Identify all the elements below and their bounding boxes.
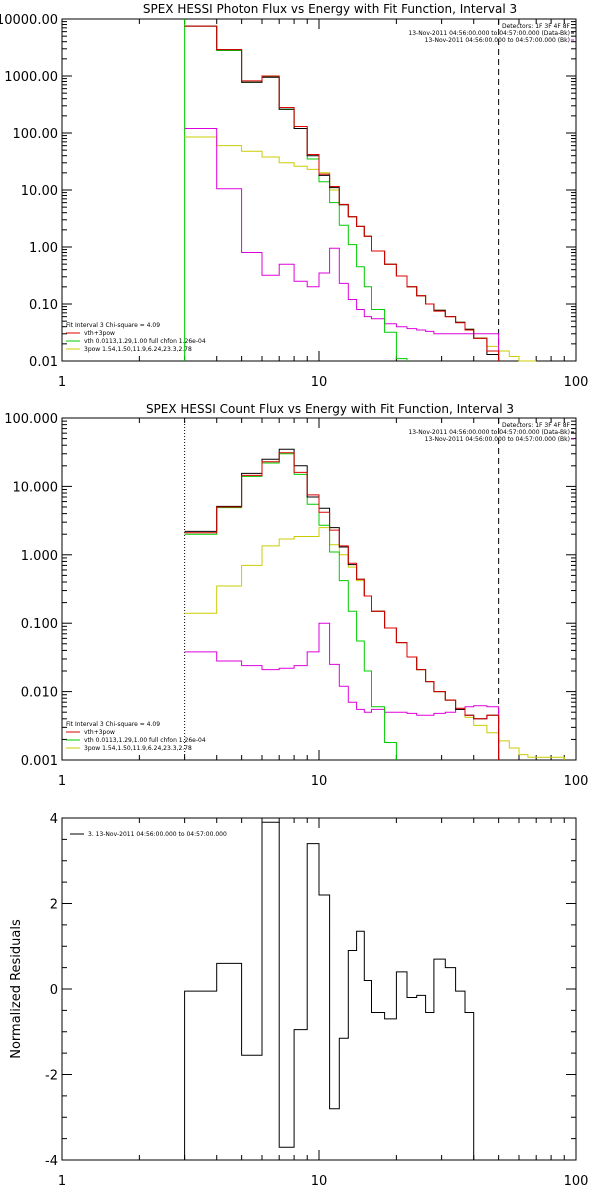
header-line: 13-Nov-2011 04:56:00.000 to 04:57:00.000…: [408, 30, 570, 37]
x-tick-label: 100: [564, 375, 589, 390]
y-tick-label: 0.01: [29, 355, 58, 370]
header-line: 13-Nov-2011 04:56:00.000 to 04:57:00.000…: [425, 436, 570, 443]
y-tick-label: 0: [50, 983, 58, 998]
legend-entry: Fit Interval 3 Chi-square = 4.09: [66, 721, 160, 728]
y-tick-label: 100.00: [13, 127, 59, 142]
series-data-line: [184, 821, 475, 1160]
x-tick-label: 100: [564, 774, 589, 789]
y-tick-label: 0.001: [21, 754, 58, 769]
header-line: Detectors: 1F 3F 4F 8F: [502, 23, 571, 30]
y-tick-label: 0.010: [21, 686, 58, 701]
y-tick-label: 2: [50, 898, 58, 913]
legend-entry: Fit Interval 3 Chi-square = 4.09: [66, 322, 160, 329]
residuals-ylabel: Normalized Residuals: [9, 919, 24, 1059]
series-background-line: [184, 622, 500, 760]
x-tick-label: 1: [58, 1174, 66, 1189]
legend-entry: vth+3pow: [84, 330, 115, 337]
x-tick-label: 10: [311, 1174, 328, 1189]
header-line: 13-Nov-2011 04:56:00.000 to 04:57:00.000…: [425, 37, 570, 44]
legend-entry: 3pow 1.54,1.50,11.9,6.24,23.3,2.78: [84, 346, 192, 353]
y-tick-label: 1.00: [29, 241, 58, 256]
x-tick-label: 1: [58, 774, 66, 789]
photon-flux-panel: SPEX HESSI Photon Flux vs Energy with Fi…: [0, 2, 588, 390]
y-tick-label: 10.000: [13, 480, 59, 495]
x-tick-label: 1: [58, 375, 66, 390]
series-powerlaw-line: [184, 527, 565, 760]
legend-entry: vth+3pow: [84, 729, 115, 736]
count-flux-title: SPEX HESSI Count Flux vs Energy with Fit…: [146, 402, 514, 416]
residuals-panel: Normalized Residuals 1 10 100 4 2 0 -2 -4 3. 13-…: [9, 812, 588, 1189]
x-tick-label: 10: [311, 375, 328, 390]
x-tick-label: 100: [564, 1174, 589, 1189]
x-tick-label: 10: [311, 774, 328, 789]
legend-entry: vth 0.0113,1.29,1.00 full chfon 1.26e-04: [84, 338, 206, 345]
header-line: 13-Nov-2011 04:56:00.000 to 04:57:00.000…: [408, 429, 570, 436]
count-flux-panel: SPEX HESSI Count Flux vs Energy with Fit…: [4, 402, 588, 789]
y-tick-label: 4: [50, 812, 58, 827]
y-tick-label: 10000.00: [0, 13, 58, 28]
y-tick-label: 0.10: [29, 298, 58, 313]
y-tick-label: 0.100: [21, 617, 58, 632]
series-background-line: [184, 128, 500, 361]
series-thermal-line: [184, 25, 408, 361]
y-tick-label: -4: [45, 1154, 58, 1169]
series-total-line: [184, 452, 500, 760]
series-total-line: [184, 25, 500, 361]
y-tick-label: 1000.00: [4, 70, 58, 85]
y-tick-label: 10.00: [21, 184, 58, 199]
legend-entry: 3pow 1.54,1.50,11.9,6.24,23.3,2.78: [84, 745, 192, 752]
y-tick-label: 1.000: [21, 549, 58, 564]
y-tick-label: 100.000: [4, 412, 58, 427]
series-data-line: [184, 448, 500, 760]
y-tick-label: -2: [45, 1069, 58, 1084]
series-data-line: [184, 25, 500, 361]
series-powerlaw-line: [184, 136, 537, 362]
legend-entry: 3. 13-Nov-2011 04:56:00.000 to 04:57:00.…: [88, 831, 227, 838]
legend-entry: vth 0.0113,1.29,1.00 full chfon 1.26e-04: [84, 737, 206, 744]
photon-flux-title: SPEX HESSI Photon Flux vs Energy with Fi…: [143, 2, 517, 16]
header-line: Detectors: 1F 3F 4F 8F: [502, 422, 571, 429]
